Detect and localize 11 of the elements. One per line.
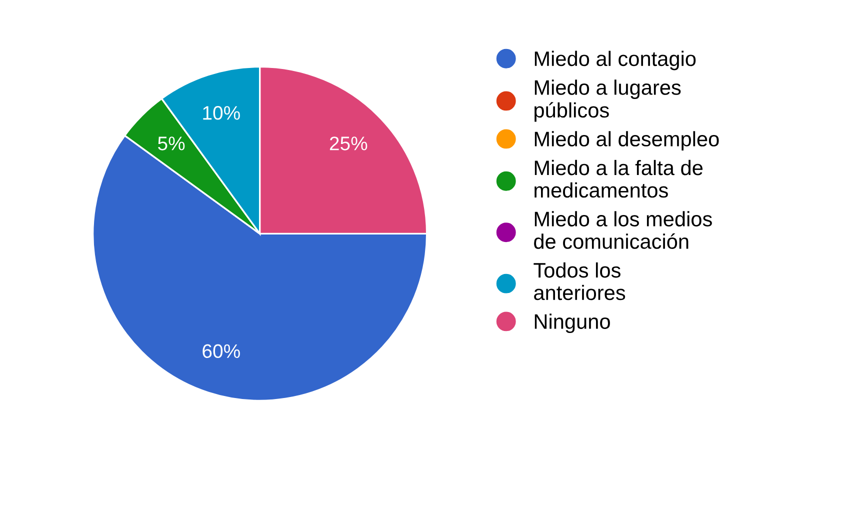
legend-label: Miedo al contagio (534, 50, 696, 70)
legend-label: Miedo a lugares públicos (534, 80, 681, 122)
data-label: 10% (203, 106, 240, 120)
data-label: 25% (330, 136, 368, 150)
legend-label: Miedo al desempleo (534, 131, 719, 151)
legend-label: Miedo a los medios de comunicación (534, 211, 712, 249)
legend-label: Todos los anteriores (534, 262, 626, 300)
data-label: 5% (158, 136, 185, 150)
legend-label: Miedo a la falta de medicamentos (534, 160, 703, 198)
data-label: 60% (202, 344, 240, 358)
legend-label: Ninguno (534, 314, 610, 334)
